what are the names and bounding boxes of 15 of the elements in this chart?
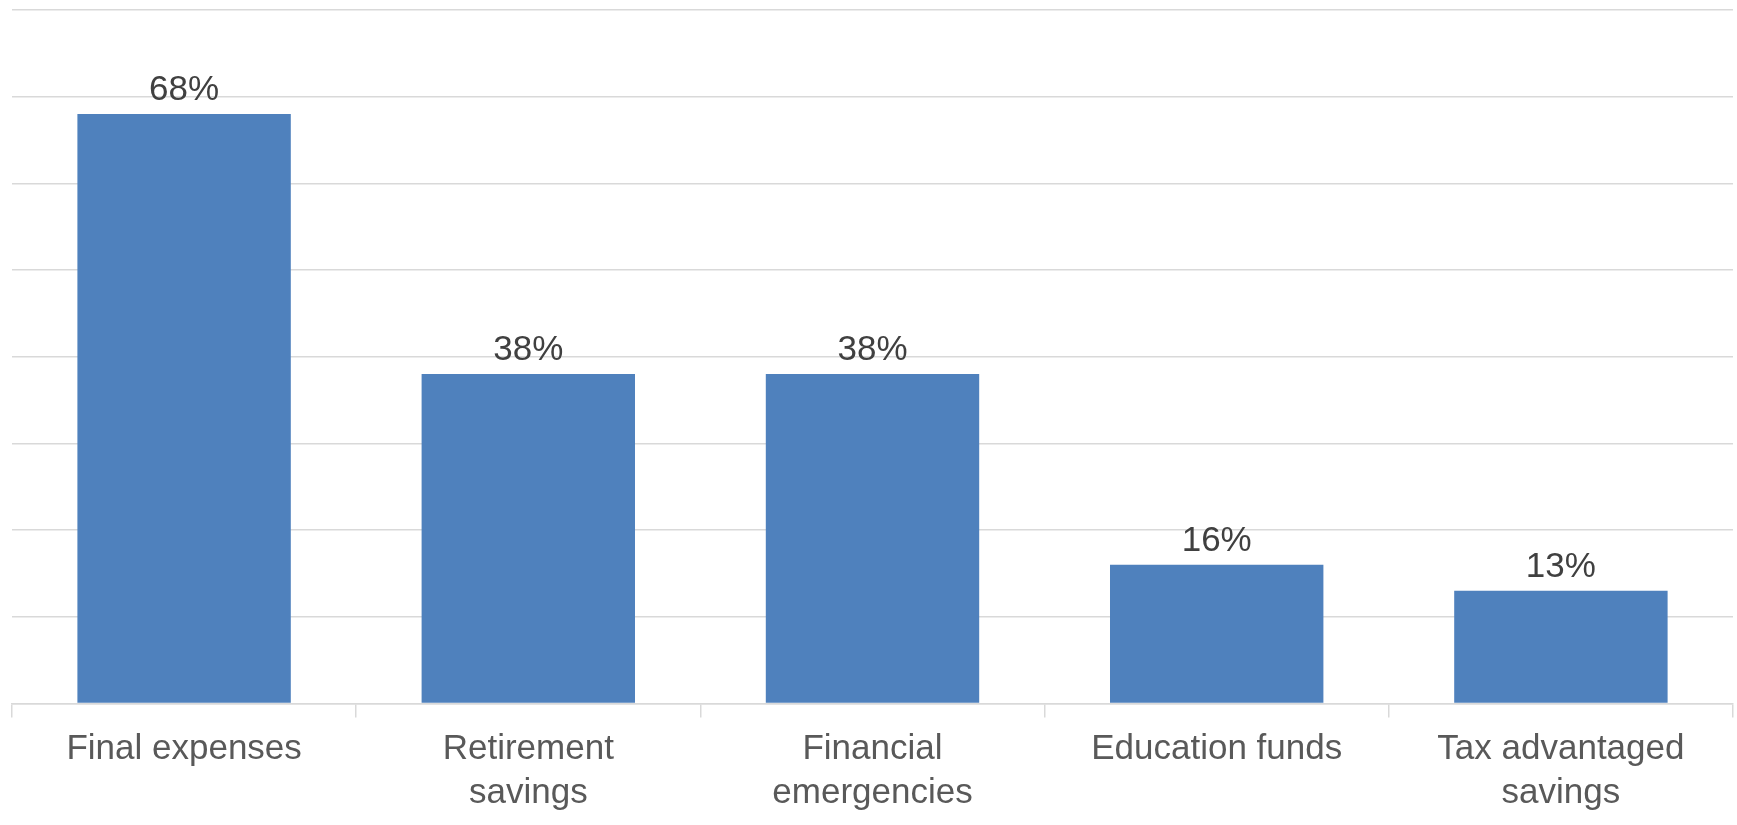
data-label: 38% (493, 328, 564, 368)
data-label: 68% (149, 68, 220, 108)
data-label: 38% (837, 328, 908, 368)
bar (77, 114, 291, 703)
bar (1110, 564, 1324, 703)
x-tick-label: Education funds (1091, 727, 1343, 767)
x-tick-label: Tax advantaged savings (1437, 727, 1685, 810)
bar (421, 374, 635, 703)
data-label: 16% (1181, 518, 1252, 558)
bar (1454, 590, 1668, 703)
x-tick-label: Final expenses (66, 727, 302, 767)
x-tick-label: Financial emergencies (772, 727, 973, 810)
x-tick-label: Retirement savings (442, 727, 615, 810)
data-label: 13% (1525, 544, 1596, 584)
bar (765, 374, 980, 703)
